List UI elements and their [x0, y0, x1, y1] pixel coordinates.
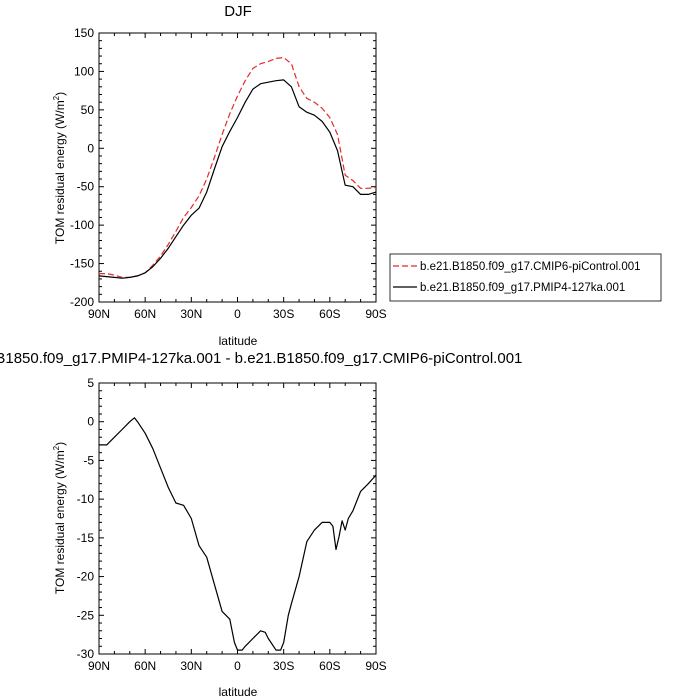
panel-djf-y-axis-label: TOM residual energy (W/m2): [52, 92, 67, 244]
x-tick-label: 30S: [273, 307, 294, 321]
x-tick-label: 90S: [365, 307, 386, 321]
panel-difference-y-axis-label-sup: 2: [52, 445, 61, 450]
panel-djf-series: [98, 56, 377, 279]
y-tick-label: 0: [87, 141, 94, 155]
x-tick-label: 60N: [134, 307, 156, 321]
panel-difference-y-axis-label-end: ): [53, 442, 67, 446]
series-line-djf-1: [98, 79, 377, 279]
y-tick-label: -50: [77, 180, 95, 194]
legend-box: [389, 253, 662, 302]
x-tick-label: 60S: [319, 659, 340, 673]
x-tick-label: 30N: [180, 307, 202, 321]
panel-difference-x-ticks: 90N 60N 30N 0 30S 60S 90S: [88, 383, 387, 673]
panel-djf: DJF 90N 60N 30N 0 30S 60S 90S -200 -150 -100 -50 0…: [52, 3, 662, 348]
panel-djf-y-axis-label-main: TOM residual energy (W/m: [53, 100, 67, 244]
panel-djf-y-ticks: -200 -150 -100 -50 0 50 100 150: [70, 26, 376, 309]
panel-difference-title: b.e21.B1850.f09_g17.PMIP4-127ka.001 - b.…: [0, 350, 522, 367]
panel-difference-y-axis-label: TOM residual energy (W/m2): [52, 442, 67, 594]
x-tick-label: 60S: [319, 307, 340, 321]
panel-djf-title: DJF: [224, 3, 252, 20]
series-line-djf-0: [99, 56, 377, 278]
y-tick-label: 50: [81, 103, 95, 117]
legend-label-127ka: b.e21.B1850.f09_g17.PMIP4-127ka.001: [420, 282, 625, 294]
y-tick-label: 150: [74, 26, 94, 40]
panel-difference-plot-frame: [98, 382, 377, 655]
y-tick-label: -15: [77, 531, 95, 545]
y-tick-label: -100: [70, 218, 94, 232]
x-tick-label: 90N: [88, 659, 110, 673]
legend: b.e21.B1850.f09_g17.CMIP6-piControl.001 …: [389, 253, 662, 302]
x-tick-label: 30N: [180, 659, 202, 673]
panel-djf-x-ticks: 90N 60N 30N 0 30S 60S 90S: [88, 33, 387, 321]
x-tick-label: 30S: [273, 659, 294, 673]
y-tick-label: -20: [77, 570, 95, 584]
y-tick-label: -200: [70, 295, 94, 309]
y-tick-label: 100: [74, 64, 94, 78]
y-tick-label: -150: [70, 257, 94, 271]
x-tick-label: 60N: [134, 659, 156, 673]
panel-difference: b.e21.B1850.f09_g17.PMIP4-127ka.001 - b.…: [0, 350, 522, 699]
panel-djf-y-axis-label-sup: 2: [52, 95, 61, 100]
panel-djf-x-axis-label: latitude: [219, 334, 258, 348]
y-tick-label: -30: [77, 647, 95, 661]
panel-difference-x-axis-label: latitude: [219, 685, 258, 699]
x-tick-label: 0: [234, 659, 241, 673]
panel-djf-plot-frame: [98, 32, 377, 303]
y-tick-label: -5: [83, 453, 94, 467]
x-tick-label: 90S: [365, 659, 386, 673]
y-tick-label: 5: [87, 376, 94, 390]
panel-difference-y-axis-label-main: TOM residual energy (W/m: [53, 450, 67, 594]
y-tick-label: -25: [77, 608, 95, 622]
panel-difference-series: [99, 417, 377, 651]
panel-difference-y-ticks: -30 -25 -20 -15 -10 -5 0 5: [77, 376, 376, 661]
series-line-difference-0: [99, 417, 377, 651]
y-tick-label: 0: [87, 415, 94, 429]
panel-djf-y-axis-label-end: ): [53, 92, 67, 96]
x-tick-label: 0: [234, 307, 241, 321]
x-tick-label: 90N: [88, 307, 110, 321]
legend-label-picontrol: b.e21.B1850.f09_g17.CMIP6-piControl.001: [420, 261, 641, 273]
y-tick-label: -10: [77, 492, 95, 506]
